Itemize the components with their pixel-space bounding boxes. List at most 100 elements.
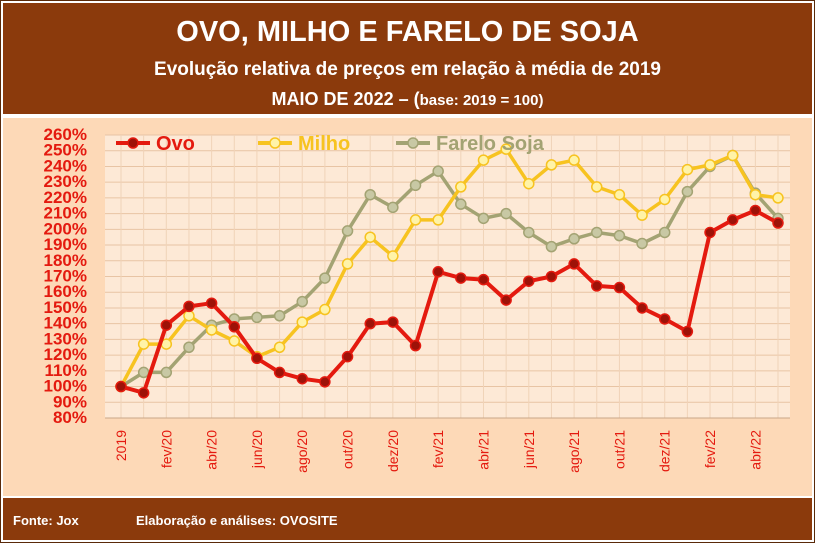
y-tick-label: 190% bbox=[44, 235, 87, 254]
data-point bbox=[772, 192, 784, 204]
credit-note: Elaboração e análises: OVOSITE bbox=[136, 513, 338, 528]
data-point bbox=[523, 177, 535, 190]
data-point bbox=[545, 240, 558, 253]
data-point bbox=[477, 212, 490, 225]
data-point bbox=[273, 366, 286, 379]
data-point bbox=[296, 295, 308, 308]
data-point bbox=[115, 380, 127, 393]
data-point bbox=[228, 321, 241, 333]
data-point bbox=[523, 226, 535, 239]
data-point bbox=[228, 335, 241, 347]
data-point bbox=[273, 310, 286, 322]
x-tick-label: dez/20 bbox=[385, 430, 401, 472]
data-point bbox=[613, 188, 626, 201]
data-point bbox=[364, 231, 376, 243]
data-point bbox=[183, 310, 195, 322]
data-point bbox=[319, 376, 331, 388]
legend-marker bbox=[407, 137, 419, 149]
y-tick-label: 120% bbox=[44, 345, 87, 364]
data-point bbox=[749, 204, 762, 217]
x-tick-label: abr/22 bbox=[747, 430, 763, 470]
chart-period: MAIO DE 2022 – (base: 2019 = 100) bbox=[3, 87, 812, 113]
data-point bbox=[658, 313, 671, 325]
data-point bbox=[545, 159, 558, 171]
y-tick-label: 230% bbox=[44, 172, 87, 191]
data-point bbox=[636, 237, 648, 250]
y-tick-label: 100% bbox=[44, 377, 87, 396]
data-point bbox=[205, 324, 218, 336]
x-tick-label: out/20 bbox=[340, 430, 356, 469]
data-point bbox=[319, 272, 331, 284]
data-point bbox=[613, 229, 626, 242]
data-point bbox=[409, 214, 422, 226]
data-point bbox=[319, 303, 331, 316]
data-point bbox=[591, 181, 603, 193]
period-base: base: 2019 = 100) bbox=[419, 92, 544, 109]
data-point bbox=[726, 214, 739, 226]
y-tick-label: 110% bbox=[44, 361, 87, 380]
data-point bbox=[613, 281, 626, 294]
x-tick-label: fev/20 bbox=[158, 430, 174, 468]
y-tick-label: 160% bbox=[44, 282, 87, 301]
data-point bbox=[432, 266, 444, 278]
data-point bbox=[251, 352, 263, 365]
x-tick-label: dez/21 bbox=[657, 430, 673, 472]
footer-banner: Fonte: Jox Elaboração e análises: OVOSIT… bbox=[3, 498, 812, 540]
data-point bbox=[749, 188, 762, 201]
data-point bbox=[341, 258, 354, 270]
data-point bbox=[500, 143, 512, 155]
y-tick-label: 220% bbox=[44, 188, 87, 207]
data-point bbox=[681, 163, 694, 176]
data-point bbox=[523, 275, 535, 287]
legend-marker bbox=[269, 137, 281, 149]
plot-area-wrapper: 80% 90% 100% 110% 120% 130% 140% 150% 160% 170% 18… bbox=[3, 118, 812, 496]
data-point bbox=[772, 217, 784, 229]
data-point bbox=[477, 273, 490, 286]
x-tick-label: jun/20 bbox=[249, 430, 265, 469]
data-point bbox=[137, 338, 150, 350]
data-point bbox=[183, 341, 195, 353]
header-banner: OVO, MILHO E FARELO DE SOJA Evolução rel… bbox=[3, 3, 812, 114]
x-tick-label: 2019 bbox=[113, 430, 129, 461]
y-tick-label: 180% bbox=[44, 251, 87, 270]
period-main: MAIO DE 2022 – ( bbox=[271, 89, 420, 109]
data-point bbox=[432, 214, 444, 226]
data-point bbox=[455, 198, 467, 210]
data-point bbox=[296, 372, 308, 385]
data-point bbox=[455, 272, 467, 284]
data-point bbox=[432, 165, 444, 177]
y-tick-label: 140% bbox=[44, 314, 87, 333]
y-tick-label: 90% bbox=[53, 392, 87, 411]
x-tick-label: fev/22 bbox=[702, 430, 718, 468]
data-point bbox=[658, 226, 671, 239]
chart-title: OVO, MILHO E FARELO DE SOJA bbox=[176, 16, 639, 48]
x-tick-label: abr/21 bbox=[475, 430, 491, 470]
data-point bbox=[545, 270, 558, 283]
data-point bbox=[387, 316, 399, 328]
legend-label: Milho bbox=[298, 133, 350, 155]
data-point bbox=[273, 341, 286, 353]
legend-marker bbox=[127, 137, 139, 149]
x-tick-label: jun/21 bbox=[521, 430, 537, 469]
y-tick-label: 150% bbox=[44, 298, 87, 317]
data-point bbox=[477, 154, 490, 166]
data-point bbox=[341, 350, 354, 363]
y-tick-label: 260% bbox=[44, 125, 87, 144]
x-tick-label: fev/21 bbox=[430, 430, 446, 468]
data-point bbox=[387, 250, 399, 262]
data-point bbox=[341, 225, 354, 237]
y-tick-label: 250% bbox=[44, 141, 87, 160]
data-point bbox=[455, 181, 467, 193]
data-point bbox=[681, 325, 694, 338]
data-point bbox=[568, 258, 580, 270]
data-point bbox=[160, 366, 173, 379]
data-point bbox=[160, 319, 173, 331]
x-tick-label: out/21 bbox=[611, 430, 627, 469]
data-point bbox=[568, 154, 580, 166]
data-point bbox=[658, 193, 671, 206]
data-point bbox=[704, 159, 716, 171]
y-tick-label: 200% bbox=[44, 219, 87, 238]
data-point bbox=[636, 302, 648, 314]
data-point bbox=[387, 201, 399, 214]
y-tick-label: 170% bbox=[44, 267, 87, 286]
